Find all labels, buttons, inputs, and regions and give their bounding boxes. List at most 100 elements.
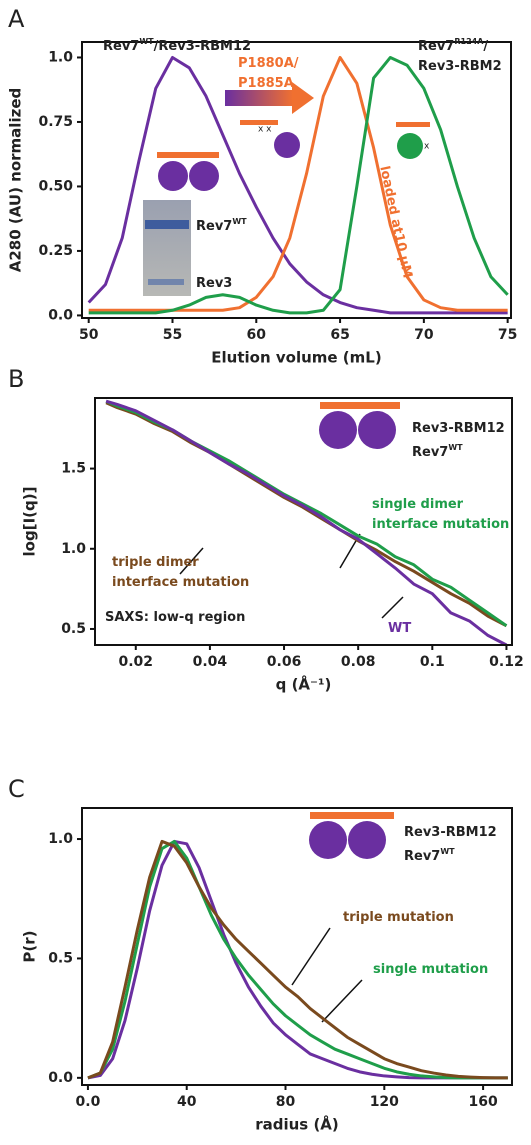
annotation: triple mutation: [343, 910, 454, 925]
annotation-text: P1880A/: [238, 56, 299, 71]
data-line: [88, 55, 509, 315]
gel-band: [145, 220, 189, 229]
rev7-circle: [358, 411, 396, 449]
annotation: Rev7R124A/: [418, 37, 488, 54]
leader-line: [321, 979, 363, 1023]
annotation-text: Rev3: [196, 276, 232, 291]
annotation: triple dimer: [112, 555, 199, 570]
annotation-text: Rev7: [418, 39, 454, 54]
rev7-circle: [189, 161, 219, 191]
annotation-text: Rev7: [412, 445, 448, 460]
annotation-superscript: WT: [139, 37, 154, 46]
x-tick-label: 0.1: [420, 654, 445, 670]
annotation-text: /Rev3-RBM12: [154, 39, 251, 54]
annotation-text: single mutation: [373, 962, 488, 977]
x-tick-label: 55: [163, 327, 182, 343]
plot-frame: [94, 397, 513, 646]
annotation-text: WT: [388, 621, 411, 636]
y-tick-label: 0.0: [48, 1070, 73, 1086]
annotation: interface mutation: [112, 575, 249, 590]
y-tick-label: 0.5: [48, 950, 73, 966]
x-tick-label: 0.0: [76, 1094, 101, 1110]
leader-line: [179, 547, 204, 575]
y-tick-label: 0.0: [48, 307, 73, 323]
y-tick-label: 0.50: [38, 178, 73, 194]
panel-letter: C: [8, 775, 25, 803]
annotation: Rev3-RBM12: [412, 421, 505, 436]
annotation: Rev7WT: [404, 847, 455, 864]
x-tick-label: 40: [177, 1094, 197, 1110]
x-tick-label: 0.08: [341, 654, 376, 670]
y-tick-label: 1.0: [61, 541, 86, 557]
y-axis-label: log[I(q)]: [21, 487, 39, 557]
peptide-bar: [396, 122, 430, 127]
peptide-bar: [157, 152, 219, 158]
plot-frame: [81, 41, 512, 319]
schematic-a: x x x: [143, 82, 430, 296]
annotation-text: interface mutation: [372, 517, 509, 532]
annotation-text: P1885A: [238, 76, 294, 91]
rev7-circle: [309, 821, 347, 859]
rev7-circle: [319, 411, 357, 449]
leader-line: [381, 596, 404, 619]
gel-band: [148, 279, 184, 285]
annotation-text: triple dimer: [112, 555, 199, 570]
data-line: [87, 839, 508, 1080]
y-tick-label: 1.5: [61, 461, 86, 477]
annotation: Rev7WT: [412, 443, 463, 460]
x-axis-label: Elution volume (mL): [211, 349, 381, 367]
plot-frame: [81, 807, 513, 1086]
y-axis-label: P(r): [21, 930, 39, 962]
x-tick-label: 60: [247, 327, 267, 343]
x-axis-label: q (Å⁻¹): [276, 675, 332, 694]
data-line: [87, 55, 508, 315]
annotation: WT: [388, 621, 411, 636]
annotation: loaded at10 µM: [377, 165, 415, 280]
x-tick-label: 0.02: [118, 654, 153, 670]
rev7-mutant-circle: [397, 133, 423, 159]
annotation-text: Rev3-RBM12: [404, 825, 497, 840]
annotation-text: /: [483, 39, 488, 54]
annotation: Rev3-RBM12: [404, 825, 497, 840]
schematic-c: [291, 812, 394, 1023]
annotation: P1880A/: [238, 56, 299, 71]
annotation-text: triple mutation: [343, 910, 454, 925]
y-tick-label: 1.0: [48, 831, 73, 847]
annotation-text: interface mutation: [112, 575, 249, 590]
rev7-circle: [158, 161, 188, 191]
mutation-mark: x: [424, 142, 430, 152]
rev7-circle: [348, 821, 386, 859]
x-tick-label: 80: [276, 1094, 296, 1110]
arrow-head: [292, 82, 314, 114]
annotation: Rev3: [196, 276, 232, 291]
annotation-text: SAXS: low-q region: [105, 610, 245, 625]
data-line: [88, 55, 508, 312]
annotation-text: Rev7: [404, 849, 440, 864]
peptide-bar: [320, 402, 400, 409]
y-tick-label: 1.0: [48, 49, 73, 65]
x-axis-label: radius (Å): [255, 1115, 339, 1134]
annotation: P1885A: [238, 76, 294, 91]
annotation-text: Rev3-RBM12: [412, 421, 505, 436]
x-tick-label: 70: [414, 327, 434, 343]
annotation: Rev7WT/Rev3-RBM12: [103, 37, 251, 54]
annotation-superscript: WT: [440, 847, 455, 856]
mutation-mark: x x: [258, 125, 272, 135]
data-line: [87, 839, 508, 1080]
annotation: Rev3-RBM2: [418, 59, 502, 74]
x-tick-label: 160: [468, 1094, 497, 1110]
x-tick-label: 50: [79, 327, 99, 343]
x-tick-label: 0.06: [267, 654, 302, 670]
data-line: [105, 401, 508, 628]
annotation-superscript: R124A: [454, 37, 484, 46]
annotation-superscript: WT: [232, 217, 247, 226]
x-tick-label: 0.04: [193, 654, 228, 670]
y-tick-label: 0.5: [61, 621, 86, 637]
annotation: interface mutation: [372, 517, 509, 532]
y-tick-label: 0.25: [38, 243, 73, 259]
x-tick-label: 0.12: [489, 654, 524, 670]
annotation-text: Rev3-RBM2: [418, 59, 502, 74]
y-tick-label: 0.75: [38, 114, 73, 130]
annotation: single mutation: [373, 962, 488, 977]
